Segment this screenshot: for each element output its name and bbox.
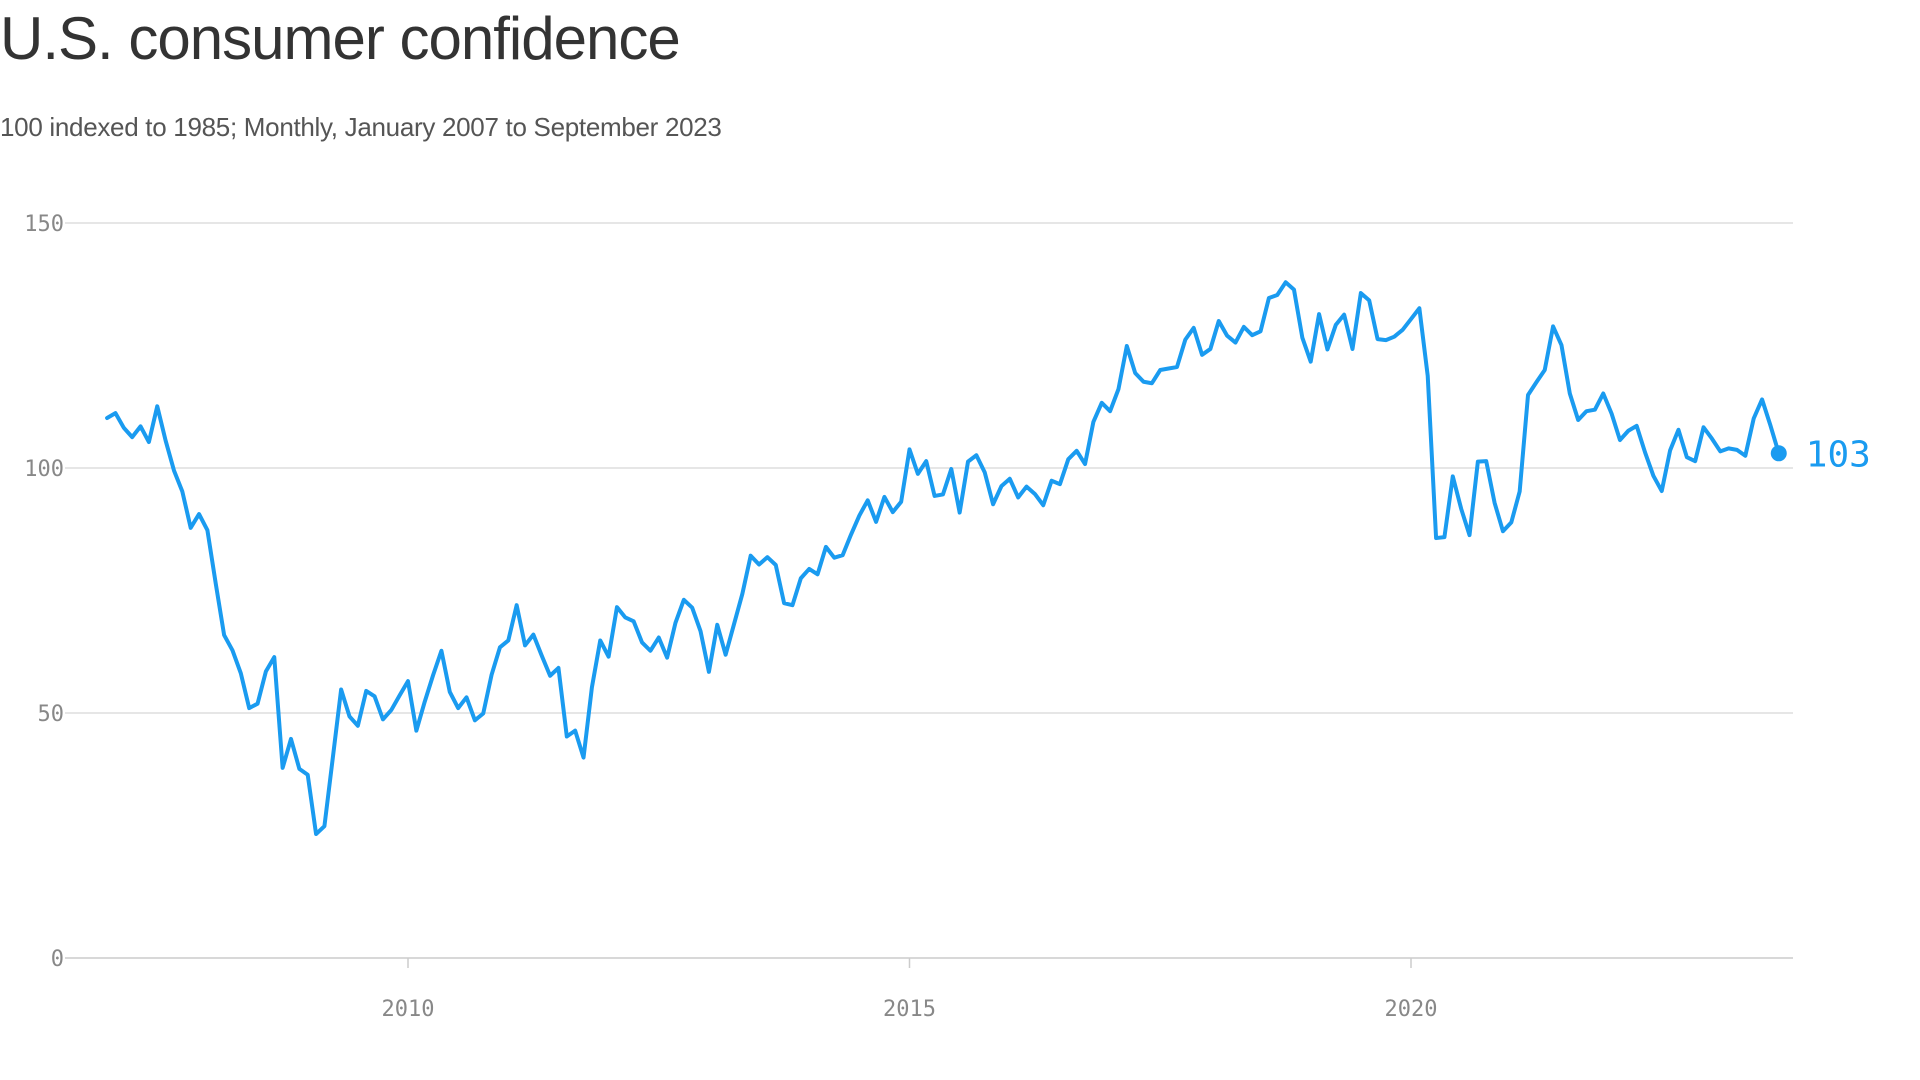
end-value-label: 103 [1806,434,1871,475]
x-tick-label: 2020 [1385,997,1438,1022]
chart-title: U.S. consumer confidence [0,5,681,72]
grid-layer [65,222,1793,959]
x-tick-label: 2010 [382,997,435,1022]
chart-subtitle: 100 indexed to 1985; Monthly, January 20… [0,112,722,142]
series-layer: 103 [105,280,1871,837]
y-tick-label: 0 [51,947,64,972]
x-tick-label: 2015 [883,997,936,1022]
y-tick-label: 100 [24,457,64,482]
end-point-marker [1770,445,1787,462]
series-line [105,280,1781,837]
y-tick-label: 150 [24,212,64,237]
axis-layer: 0 50 100 150 2010 2015 2020 [24,212,1437,1022]
y-tick-label: 50 [38,702,65,727]
